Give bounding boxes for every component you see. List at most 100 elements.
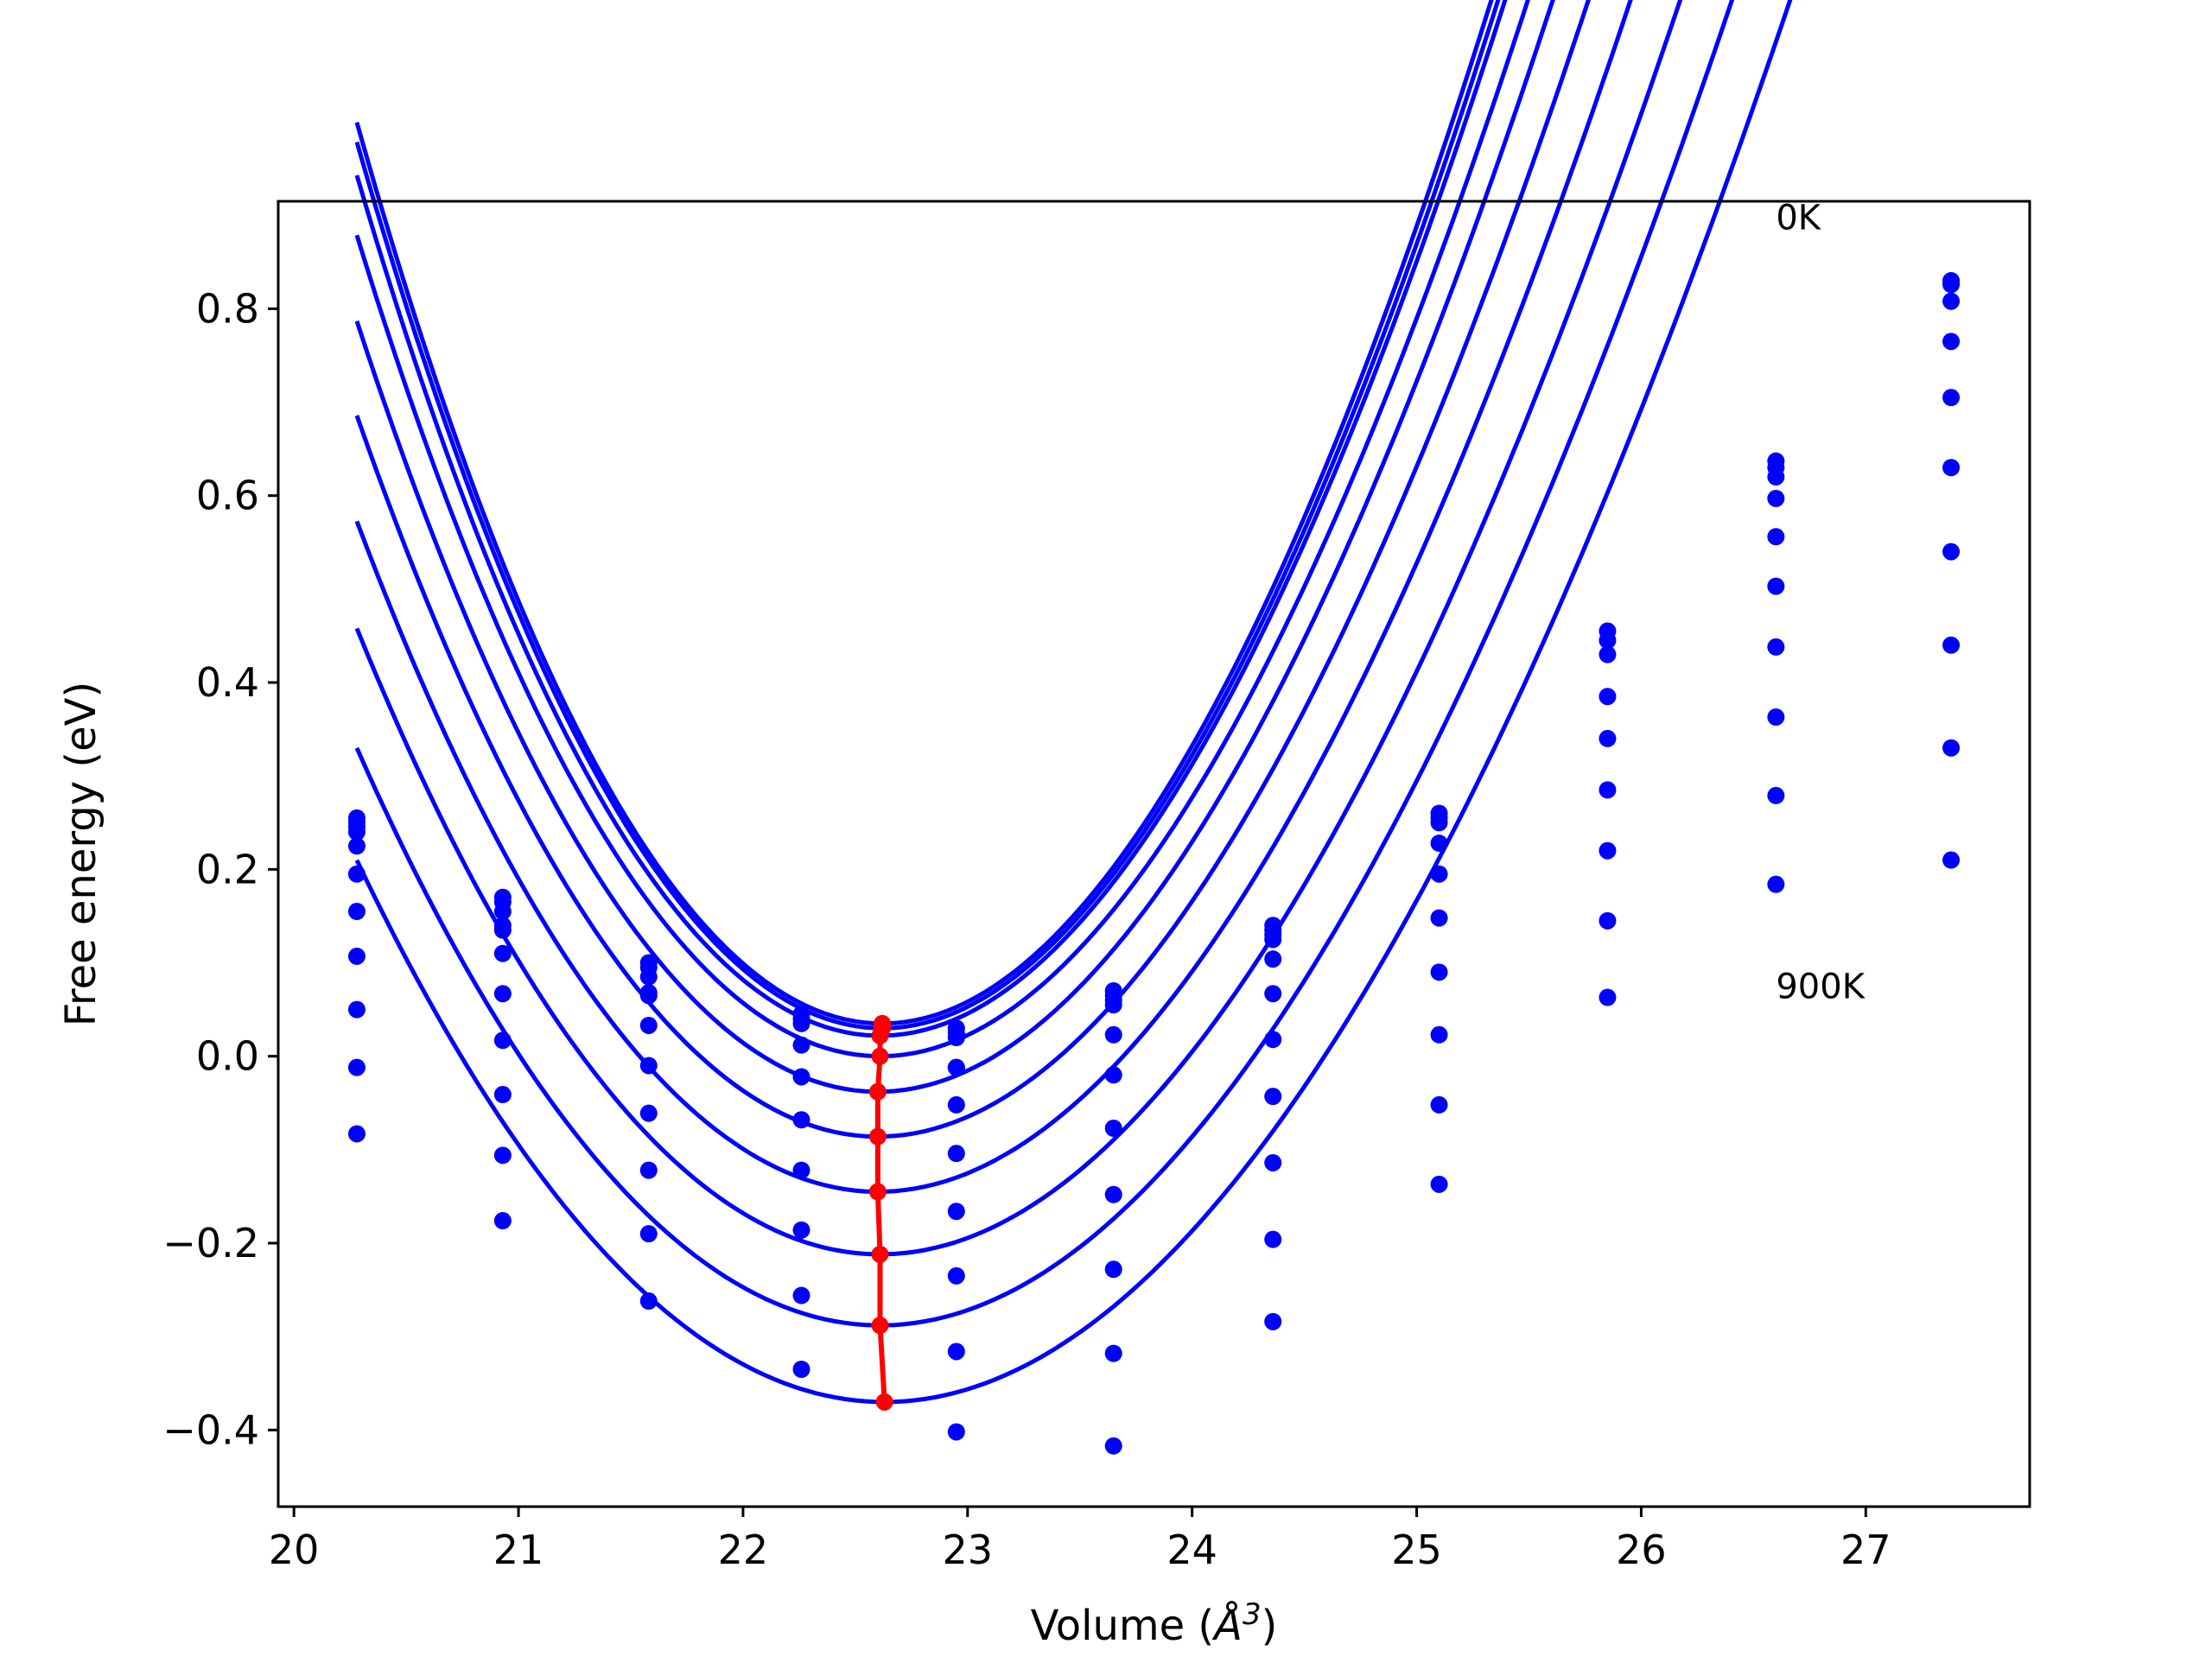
y-tick-label: 0.0 [196,1033,259,1080]
data-point [1430,1095,1448,1114]
data-point [493,903,512,921]
y-tick-label: 0.4 [196,659,259,706]
data-point [1430,865,1448,883]
data-point [1430,1175,1448,1193]
data-point [792,1068,810,1086]
data-point [792,1221,810,1239]
data-point [947,1095,965,1114]
axes-frame [276,200,2031,1508]
data-point [1264,1230,1282,1248]
y-tick-label: 0.8 [196,285,259,332]
minimum-point [871,1245,889,1263]
minimum-point [868,1183,887,1201]
data-point [1942,459,1961,477]
data-point [639,1225,658,1243]
fit-curve [354,0,1591,1139]
data-point [1767,875,1785,893]
data-point [1104,1185,1122,1203]
data-point [1942,292,1961,310]
data-point [1264,950,1282,968]
data-point [347,865,365,883]
data-point [347,823,365,841]
minimum-point [871,1026,889,1044]
y-axis-label: Free energy (eV) [57,682,105,1026]
data-point [1264,930,1282,949]
data-point [1767,577,1785,595]
data-point [1767,528,1785,546]
data-point [639,1161,658,1179]
data-point [947,1029,965,1047]
curve-annotation: 900K [1776,968,1866,1007]
x-tick-label: 21 [493,1527,544,1573]
data-point [639,968,658,986]
data-point [1942,739,1961,757]
x-tick-label: 27 [1840,1527,1891,1573]
data-point [947,1342,965,1361]
curve-annotation: 0K [1776,198,1821,238]
data-point [493,1031,512,1050]
data-point [639,1104,658,1122]
x-tick-label: 23 [943,1527,994,1573]
x-tick-label: 25 [1391,1527,1442,1573]
minimum-point [868,1082,887,1101]
x-axis-ticks: 20 21 22 23 24 25 26 27 [269,1507,1891,1573]
y-tick-label: −0.4 [162,1406,259,1453]
x-tick-label: 20 [269,1527,320,1573]
data-point [947,1423,965,1441]
data-point [1767,489,1785,507]
data-point [347,1058,365,1076]
data-point [347,1125,365,1143]
x-axis-label-symbol: Å [1211,1601,1243,1650]
curve-annotations: 0K 900K [1776,198,1866,1006]
data-point [947,1145,965,1163]
minimum-point [868,1127,887,1146]
data-point [1264,1088,1282,1106]
data-point [1599,645,1617,663]
data-point [1942,333,1961,351]
minimum-trace [868,1014,893,1411]
data-point [1104,1437,1122,1455]
data-point [1430,1025,1448,1044]
data-point [1430,835,1448,853]
data-point [1942,636,1961,654]
fit-curve [354,0,1555,1095]
data-point [1264,985,1282,1003]
data-point [1430,909,1448,927]
data-point [1264,1153,1282,1171]
fit-curve [354,0,1494,1026]
x-tick-label: 24 [1166,1527,1217,1573]
data-point [1430,963,1448,981]
data-point [1942,851,1961,869]
y-axis-ticks: −0.4 −0.2 0.0 0.2 0.4 0.6 0.8 [162,285,278,1453]
data-point [1942,543,1961,561]
data-point [639,1016,658,1034]
data-point [493,1086,512,1104]
data-point [1264,1031,1282,1049]
data-point [1767,786,1785,804]
data-point [947,1203,965,1221]
data-point [1104,1066,1122,1084]
x-axis-label-superscript: 3 [1243,1597,1262,1632]
x-axis-label: Volume (Å3) [1031,1597,1278,1650]
fit-curve [354,0,1735,1328]
data-point [347,947,365,965]
minimum-point [871,1047,889,1065]
data-point [1599,632,1617,650]
data-point [1104,1025,1122,1044]
fit-curve [354,0,1683,1257]
data-point [1942,389,1961,407]
data-point [792,1111,810,1129]
data-point [493,1212,512,1230]
data-points [347,271,1961,1455]
minimum-point [875,1393,893,1411]
data-point [792,1161,810,1179]
fit-curve [354,0,1508,1038]
data-point [639,1292,658,1311]
data-point [347,1000,365,1019]
data-point [639,1057,658,1075]
y-tick-label: 0.2 [196,846,259,892]
data-point [1264,1312,1282,1330]
